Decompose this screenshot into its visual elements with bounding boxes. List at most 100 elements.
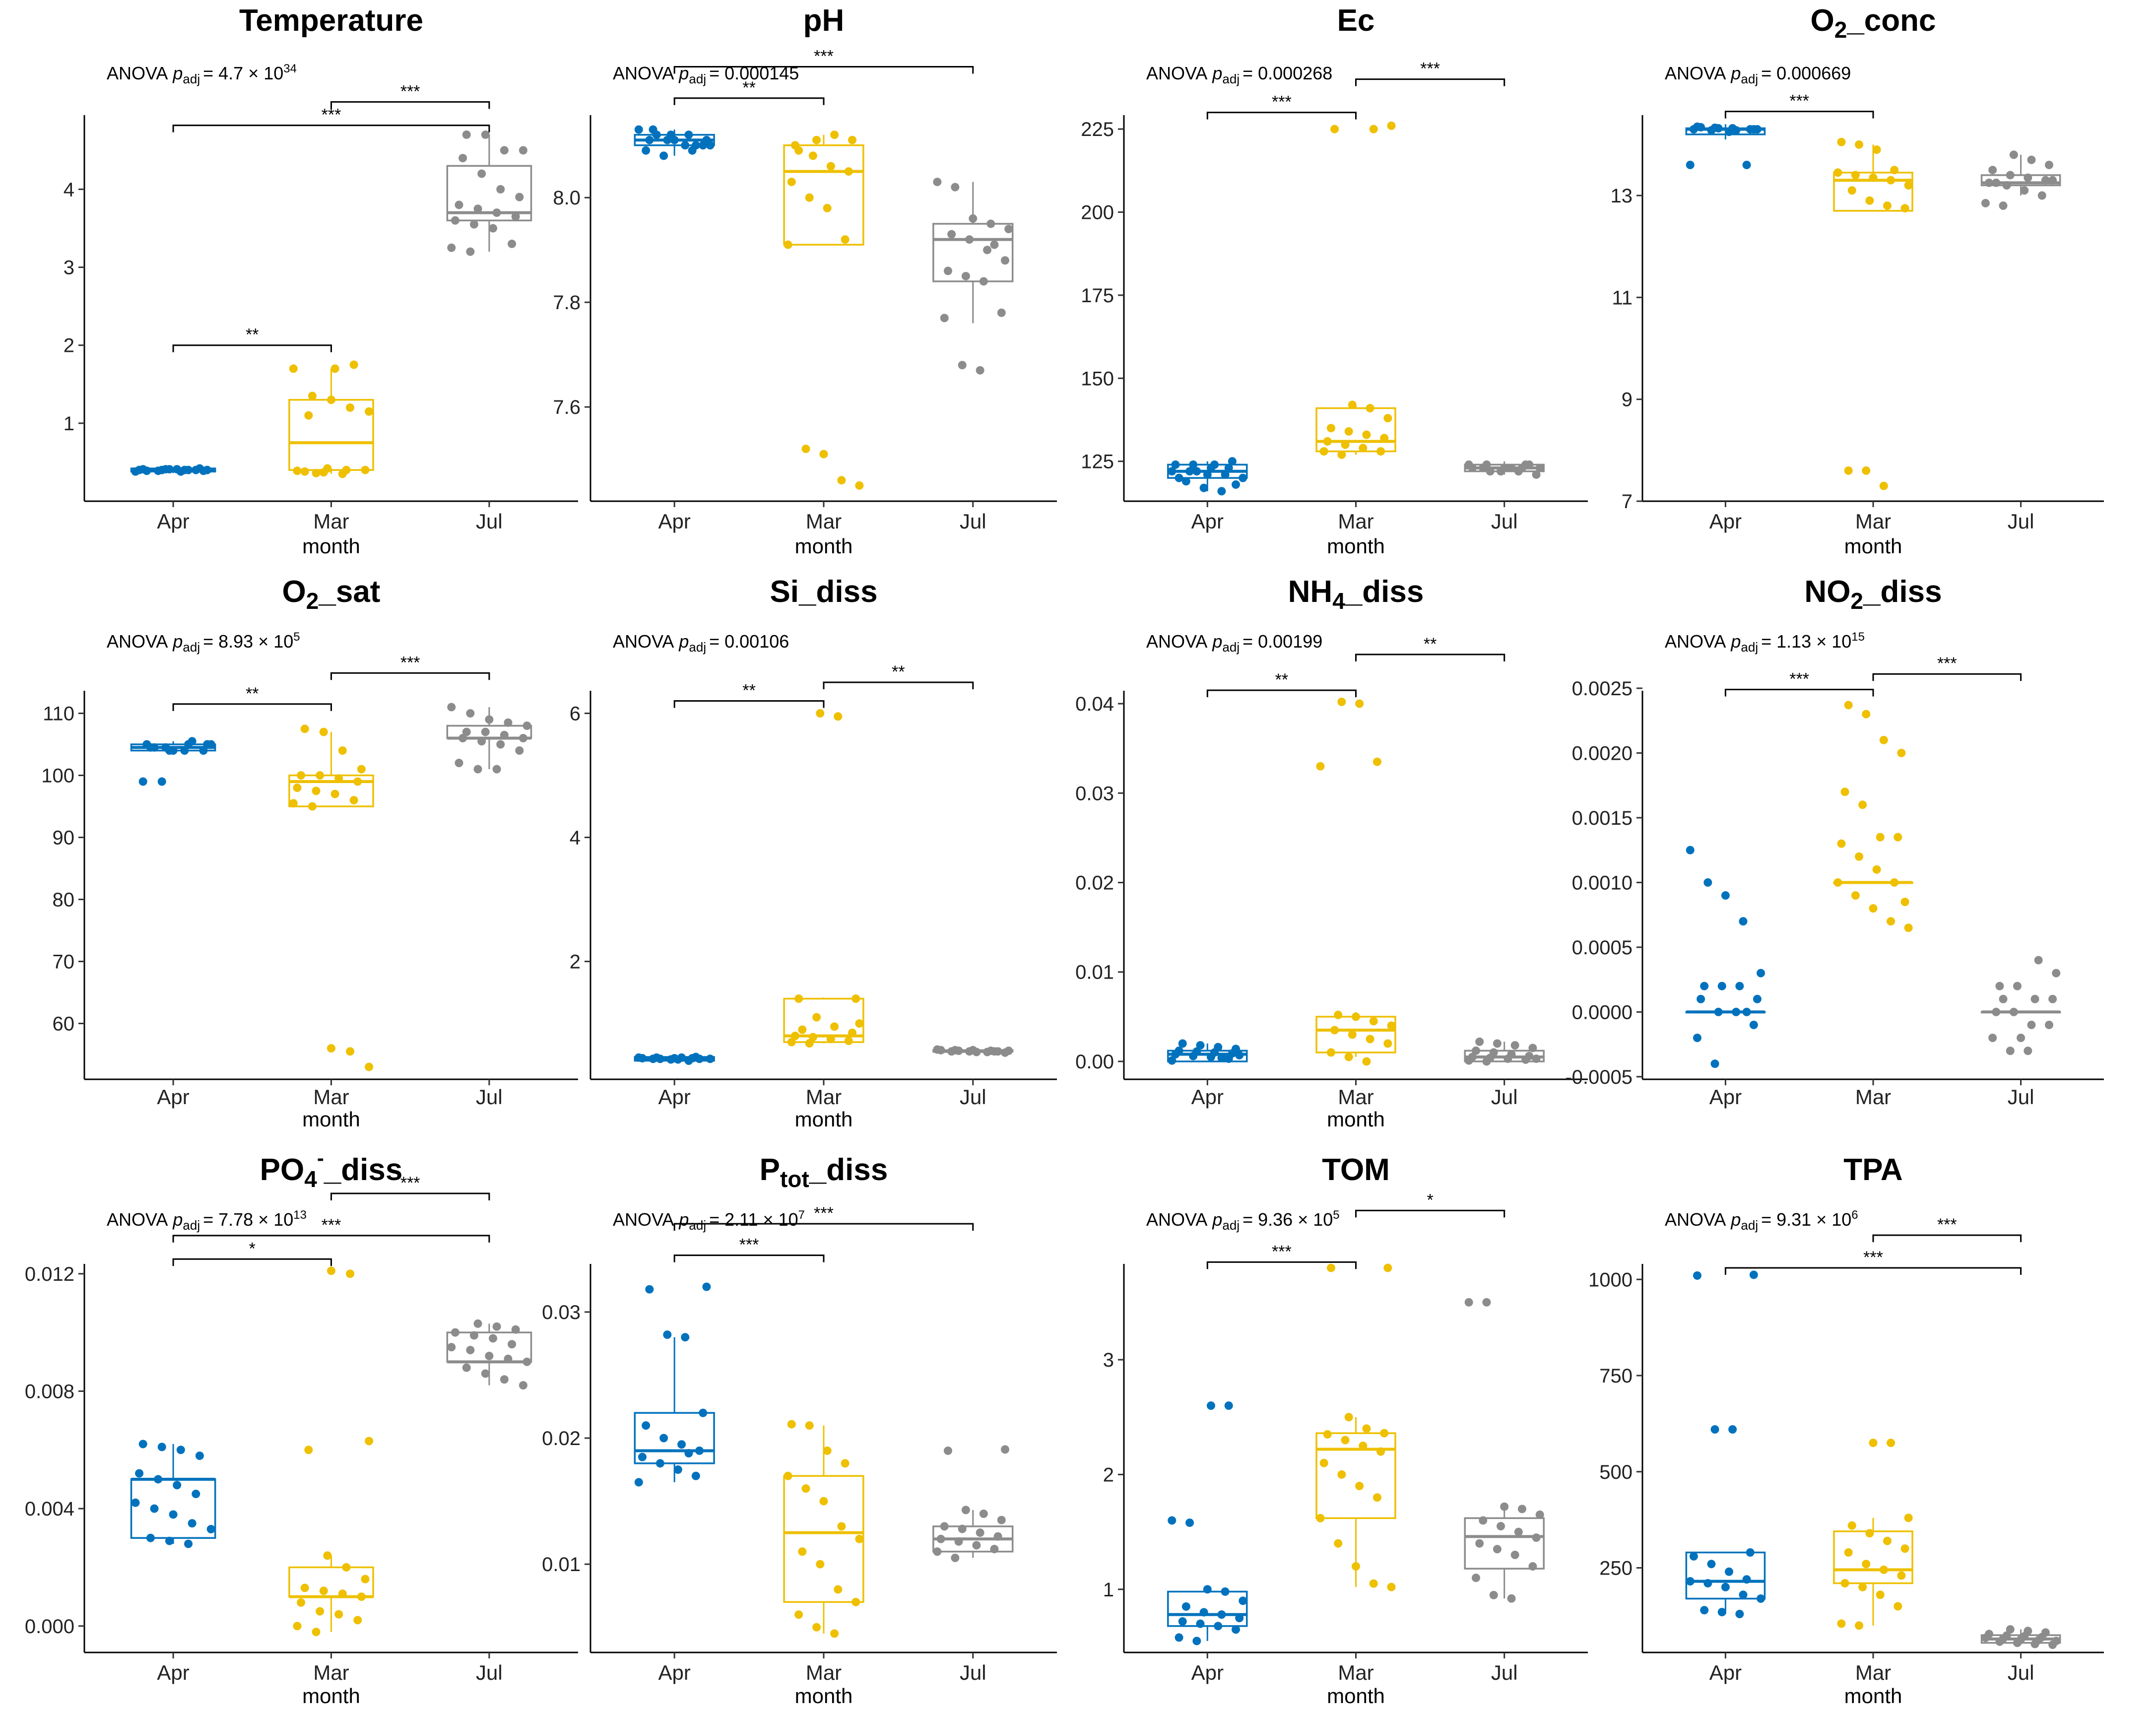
data-point-mar	[1879, 735, 1888, 744]
bracket-line	[1872, 673, 2022, 681]
x-tick-label: Jul	[476, 1085, 503, 1109]
panel-title-suffix: _diss	[324, 1153, 403, 1187]
x-tick-label: Apr	[658, 510, 691, 533]
data-point-apr	[1171, 460, 1180, 469]
panel-title-subscript: 2	[1850, 588, 1863, 614]
data-point-apr	[1689, 1552, 1698, 1561]
data-point-mar	[1872, 865, 1881, 874]
data-point-apr	[1217, 1054, 1226, 1062]
data-point-apr	[150, 743, 159, 752]
data-point-jul	[492, 1322, 501, 1331]
y-tick-label: 60	[53, 1013, 75, 1035]
data-point-apr	[1686, 1577, 1695, 1586]
data-point-jul	[2002, 1631, 2011, 1640]
data-point-jul	[940, 314, 949, 323]
anova-exponent: 6	[1851, 1208, 1858, 1222]
data-point-apr	[1199, 1608, 1208, 1617]
data-point-apr	[706, 141, 715, 150]
data-point-mar	[1887, 1439, 1895, 1448]
bracket-line	[330, 101, 490, 109]
data-point-apr	[1742, 160, 1751, 169]
significance-label: ***	[400, 82, 420, 101]
panel-title: Ptot_diss	[760, 1153, 888, 1192]
data-point-mar	[353, 1616, 362, 1625]
data-point-mar	[1372, 1493, 1381, 1502]
data-point-jul	[2045, 160, 2054, 169]
x-tick-label: Mar	[1855, 1661, 1891, 1684]
data-point-jul	[1981, 198, 1990, 207]
y-tick-label: 0.01	[542, 1554, 581, 1576]
data-point-jul	[451, 1328, 459, 1337]
data-point-apr	[1697, 994, 1705, 1003]
bracket-line	[172, 703, 332, 711]
data-point-jul	[1528, 1044, 1537, 1053]
panel-title: Ec	[1337, 3, 1375, 38]
significance-label: **	[1275, 670, 1288, 689]
data-point-apr	[1686, 160, 1695, 169]
data-point-jul	[940, 1522, 949, 1531]
data-point-mar	[1316, 762, 1325, 771]
data-point-apr	[1749, 1020, 1758, 1029]
data-point-mar	[798, 1547, 807, 1556]
box-iqr	[288, 1566, 374, 1598]
bracket-line	[673, 66, 974, 74]
significance-bracket: ***	[1355, 60, 1505, 86]
data-point-mar	[300, 467, 309, 476]
data-point-apr	[1214, 1622, 1223, 1631]
y-tick-label: 0.0015	[1572, 807, 1633, 829]
anova-p-symbol: p	[1730, 63, 1741, 83]
x-axis-title: month	[1327, 534, 1385, 558]
data-point-mar	[349, 360, 358, 369]
anova-exponent: 15	[1851, 630, 1865, 644]
significance-label: ***	[400, 1174, 420, 1192]
data-point-jul	[469, 1331, 478, 1340]
anova-value: 9.31 × 10	[1776, 1209, 1851, 1230]
data-point-jul	[1482, 460, 1491, 469]
data-point-apr	[150, 1504, 159, 1513]
data-point-mar	[1844, 701, 1853, 710]
data-point-mar	[801, 1484, 810, 1493]
panel-12: TPA ANOVA padj = 9.31 × 106 250 500 750 1000 Apr…	[1588, 1153, 2104, 1708]
data-point-apr	[1700, 982, 1709, 990]
data-point-mar	[812, 1623, 821, 1632]
data-point-jul	[933, 178, 942, 187]
data-point-mar	[1894, 1602, 1902, 1611]
data-point-mar	[1858, 800, 1867, 809]
data-point-jul	[496, 740, 505, 749]
anova-annotation: ANOVA padj = 7.78 × 1013	[107, 1208, 307, 1233]
anova-exponent: 7	[798, 1208, 805, 1222]
data-point-apr	[1686, 846, 1695, 855]
data-point-mar	[851, 994, 860, 1003]
bracket-line	[1206, 689, 1357, 697]
data-point-jul	[1995, 982, 2004, 990]
y-tick-label: 200	[1081, 201, 1114, 223]
significance-bracket: ***	[673, 1236, 825, 1262]
data-point-mar	[1879, 1565, 1888, 1574]
data-point-apr	[1175, 1046, 1183, 1055]
data-point-mar	[790, 1032, 799, 1040]
data-point-mar	[1323, 437, 1332, 446]
data-point-apr	[1178, 1039, 1187, 1048]
data-point-mar	[1833, 168, 1842, 177]
significance-bracket: **	[1206, 670, 1357, 697]
data-point-mar	[787, 178, 796, 187]
x-axis-title: month	[795, 1108, 853, 1131]
anova-value: 4.7 × 10	[218, 63, 283, 83]
data-point-jul	[1528, 1562, 1537, 1571]
significance-label: *	[1427, 1190, 1433, 1209]
data-point-mar	[327, 1266, 335, 1275]
data-point-jul	[1468, 463, 1477, 472]
anova-equals: =	[203, 63, 218, 83]
data-point-jul	[2041, 176, 2050, 185]
y-tick-label: 1	[1103, 1579, 1114, 1601]
data-point-mar	[823, 1446, 832, 1455]
data-point-mar	[819, 450, 828, 459]
x-tick-label: Mar	[313, 510, 349, 533]
x-axis-title: month	[302, 1108, 360, 1131]
panel-title-main: NH	[1288, 575, 1333, 609]
data-point-apr	[1732, 126, 1741, 135]
data-point-jul	[943, 266, 952, 275]
data-point-mar	[848, 1028, 857, 1037]
data-point-jul	[515, 193, 524, 201]
data-point-apr	[154, 1475, 163, 1484]
